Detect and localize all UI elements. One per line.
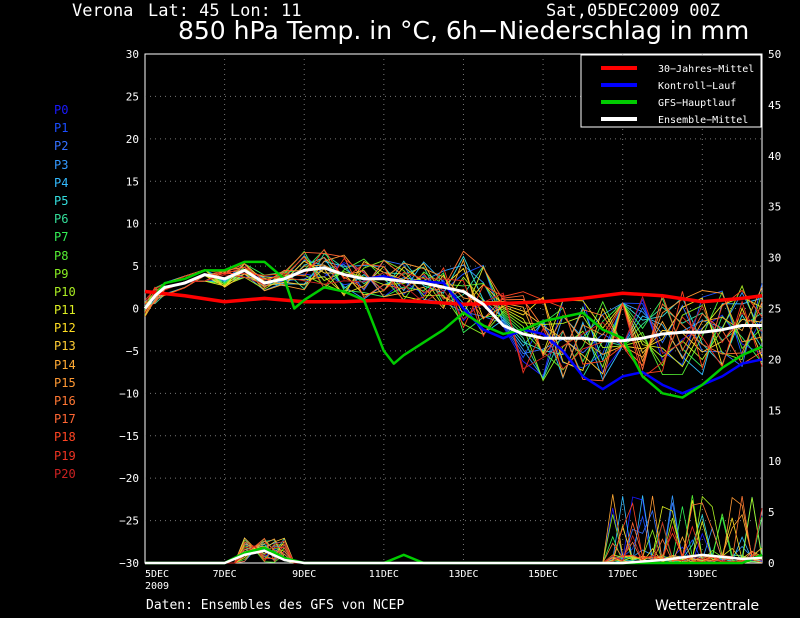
member-label-p4: P4 — [54, 175, 69, 190]
legend-label-ensemble-mean: Ensemble−Mittel — [658, 115, 748, 126]
right-tick-label: 0 — [768, 557, 775, 570]
left-tick-label: 10 — [126, 218, 139, 231]
right-tick-label: 5 — [768, 506, 775, 519]
member-label-p9: P9 — [54, 266, 69, 281]
right-tick-label: 45 — [768, 99, 781, 112]
member-label-p14: P14 — [54, 357, 76, 372]
x-tick-label: 13DEC — [448, 569, 478, 580]
run-label: Sat,05DEC2009 00Z — [546, 1, 720, 21]
member-label-p8: P8 — [54, 248, 69, 263]
member-label-p20: P20 — [54, 466, 76, 481]
brand-label: Wetterzentrale — [655, 598, 760, 614]
x-tick-label: 11DEC — [369, 569, 399, 580]
left-tick-label: −25 — [119, 515, 139, 528]
left-tick-label: 30 — [126, 48, 139, 61]
left-tick-label: 0 — [132, 303, 139, 316]
left-tick-label: −10 — [119, 387, 139, 400]
left-tick-label: −20 — [119, 472, 139, 485]
right-tick-label: 15 — [768, 404, 781, 417]
left-tick-label: −5 — [126, 345, 139, 358]
member-line-p19 — [144, 256, 763, 379]
left-tick-label: 5 — [132, 260, 139, 273]
right-tick-label: 20 — [768, 353, 781, 366]
left-tick-label: 25 — [126, 90, 139, 103]
left-tick-label: −30 — [119, 557, 139, 570]
member-label-p6: P6 — [54, 212, 69, 227]
data-source-label: Daten: Ensembles des GFS von NCEP — [146, 598, 405, 613]
member-label-p15: P15 — [54, 375, 76, 390]
member-label-p10: P10 — [54, 284, 76, 299]
x-tick-label: 19DEC — [687, 569, 717, 580]
precip-line-ensemble-mean — [145, 549, 763, 565]
member-line-p13 — [144, 260, 763, 375]
member-label-p11: P11 — [54, 303, 76, 318]
member-label-p1: P1 — [54, 121, 69, 136]
right-tick-label: 35 — [768, 201, 781, 214]
x-tick-label: 17DEC — [608, 569, 638, 580]
member-label-p0: P0 — [54, 103, 69, 117]
right-tick-label: 50 — [768, 48, 781, 61]
left-tick-label: −15 — [119, 430, 139, 443]
x-tick-label: 9DEC — [292, 569, 316, 580]
location-label: Verona — [72, 1, 134, 21]
legend-label-control: Kontroll−Lauf — [658, 81, 736, 92]
right-tick-label: 30 — [768, 252, 781, 265]
right-tick-label: 40 — [768, 150, 781, 163]
right-tick-label: 10 — [768, 455, 781, 468]
member-line-p18 — [144, 248, 763, 375]
member-label-p7: P7 — [54, 230, 69, 245]
member-line-p11 — [144, 265, 763, 368]
member-label-p13: P13 — [54, 339, 76, 354]
left-tick-label: 20 — [126, 133, 139, 146]
x-tick-label: 5DEC — [145, 569, 169, 580]
series-line-ensemble-mean — [143, 266, 762, 343]
member-label-p3: P3 — [54, 157, 69, 172]
member-label-p19: P19 — [54, 448, 76, 463]
ensemble-member-list: P0 P1 P2 P3 P4 P5 P6 P7 P8 P9 P10 P11 P12 P13 P14 P15 P1… — [54, 101, 76, 483]
x-tick-year: 2009 — [145, 581, 169, 592]
series-line-gfs — [144, 260, 763, 399]
right-tick-label: 25 — [768, 303, 781, 316]
chart-title: 850 hPa Temp. in °C, 6h−Niederschlag in … — [178, 16, 750, 45]
left-tick-label: 15 — [126, 175, 139, 188]
member-label-p5: P5 — [54, 193, 69, 208]
member-label-p18: P18 — [54, 430, 76, 445]
legend-label-climate: 30−Jahres−Mittel — [658, 64, 754, 75]
member-precip-p10 — [145, 495, 763, 564]
x-tick-label: 7DEC — [213, 569, 237, 580]
series-line-climate — [144, 289, 763, 307]
coords-label: Lat: 45 Lon: 11 — [148, 1, 302, 21]
member-line-p17 — [144, 251, 763, 382]
x-tick-label: 15DEC — [528, 569, 558, 580]
member-label-p16: P16 — [54, 394, 76, 408]
legend-label-gfs: GFS−Hauptlauf — [658, 98, 736, 109]
member-label-p12: P12 — [54, 321, 76, 336]
member-label-p17: P17 — [54, 412, 76, 427]
member-label-p2: P2 — [54, 139, 69, 154]
